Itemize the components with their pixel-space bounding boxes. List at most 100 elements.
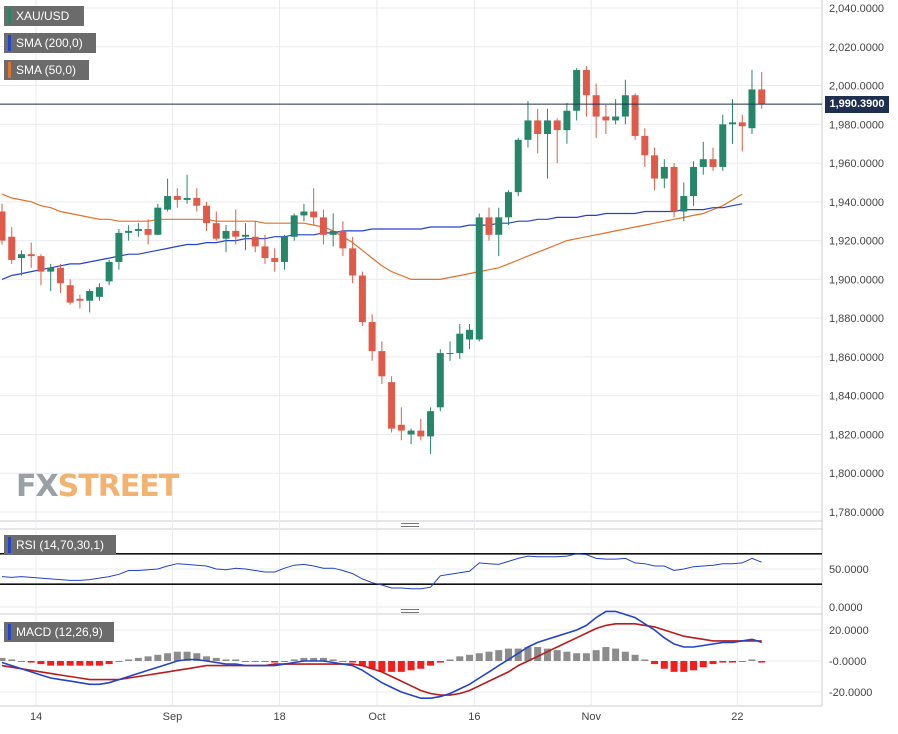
- candle-body: [514, 139, 522, 193]
- macd-histogram-bar: [339, 661, 347, 662]
- price-panel: [0, 66, 822, 454]
- macd-histogram-bar: [388, 661, 396, 672]
- candle-body: [66, 285, 74, 303]
- candle-body: [690, 166, 698, 197]
- candle-body: [699, 159, 707, 167]
- macd-histogram-bar: [407, 661, 415, 671]
- candle-body: [27, 254, 35, 257]
- candle-body: [602, 116, 610, 121]
- macd-histogram-bar: [349, 661, 357, 663]
- macd-histogram-bar: [680, 661, 688, 672]
- candle-body: [446, 353, 454, 355]
- candle-body: [397, 424, 405, 431]
- macd-histogram-bar: [709, 661, 717, 665]
- price-axis-tick-label: 1,880.0000: [829, 313, 884, 325]
- legend-symbol[interactable]: XAU/USD: [4, 6, 84, 26]
- macd-histogram-bar: [719, 661, 727, 663]
- candle-body: [76, 298, 84, 301]
- candle-body: [631, 95, 639, 136]
- candle-body: [748, 89, 756, 129]
- macd-histogram-bar: [738, 661, 746, 662]
- candle-body: [144, 228, 152, 235]
- macd-histogram-bar: [319, 657, 327, 661]
- candle-body: [670, 166, 678, 212]
- macd-histogram-bar: [641, 659, 649, 661]
- macd-histogram-bar: [300, 657, 308, 661]
- candle-body: [349, 248, 357, 276]
- macd-histogram-bar: [261, 661, 269, 662]
- candle-body: [758, 89, 766, 105]
- macd-histogram-bar: [748, 659, 756, 661]
- candle-body: [592, 95, 600, 117]
- macd-histogram-bar: [310, 657, 318, 661]
- candle-body: [475, 217, 483, 340]
- macd-histogram-bar: [485, 651, 493, 661]
- candle-body: [251, 236, 259, 247]
- candle-body: [534, 120, 542, 134]
- price-axis-tick-label: 1,840.0000: [829, 391, 884, 403]
- macd-histogram-bar: [397, 661, 405, 672]
- macd-histogram-bar: [699, 661, 707, 668]
- legend-sma50-label: SMA (50,0): [16, 63, 77, 77]
- legend-macd[interactable]: MACD (12,26,9): [4, 622, 114, 642]
- legend-sma50[interactable]: SMA (50,0): [4, 60, 89, 80]
- candle-body: [524, 120, 532, 140]
- macd-histogram-bar: [436, 661, 444, 663]
- macd-histogram-bar: [621, 651, 629, 661]
- macd-histogram-bar: [222, 659, 230, 661]
- candle-body: [378, 351, 386, 377]
- candle-body: [339, 230, 347, 249]
- candle-body: [621, 95, 629, 117]
- candle-body: [183, 197, 191, 200]
- candle-body: [47, 267, 55, 272]
- legend-sma50-swatch: [8, 62, 11, 78]
- rsi-line: [1, 553, 762, 590]
- macd-histogram-bar: [670, 661, 678, 672]
- candle-body: [417, 430, 425, 437]
- macd-histogram-bar: [563, 651, 571, 661]
- candle-body: [573, 70, 581, 111]
- macd-line: [1, 610, 762, 699]
- current-price-tag: 1,990.3900: [825, 96, 889, 113]
- legend-sma200[interactable]: SMA (200,0): [4, 33, 96, 53]
- candle-body: [134, 228, 142, 231]
- candle-body: [154, 207, 162, 235]
- macd-histogram-bar: [251, 661, 259, 662]
- candle-body: [358, 275, 366, 323]
- x-axis-tick-label: 18: [273, 711, 285, 723]
- macd-histogram-bar: [0, 657, 6, 661]
- macd-histogram-bar: [758, 661, 766, 663]
- legend-macd-label: MACD (12,26,9): [16, 625, 103, 639]
- macd-axis-tick-label: -20.0000: [829, 687, 872, 699]
- macd-histogram-bar: [582, 653, 590, 661]
- candle-body: [680, 196, 688, 212]
- candle-body: [212, 223, 220, 239]
- legend-rsi-label: RSI (14,70,30,1): [16, 538, 105, 552]
- candle-body: [203, 205, 211, 224]
- macd-histogram-bar: [514, 648, 522, 661]
- candle-body: [319, 217, 327, 235]
- candle-body: [543, 120, 551, 134]
- macd-histogram-bar: [534, 647, 542, 661]
- macd-histogram-bar: [115, 661, 123, 662]
- macd-histogram-bar: [212, 657, 220, 661]
- legend-rsi[interactable]: RSI (14,70,30,1): [4, 535, 116, 555]
- x-axis-tick-label: Nov: [581, 711, 601, 723]
- legend-macd-swatch: [8, 624, 11, 640]
- candle-body: [436, 353, 444, 408]
- candle-body: [407, 430, 415, 435]
- macd-histogram-bar: [27, 661, 35, 663]
- sma50-line: [1, 193, 743, 280]
- candle-body: [563, 110, 571, 131]
- price-axis-tick-label: 2,020.0000: [829, 42, 884, 54]
- candle-body: [232, 230, 240, 237]
- macd-histogram-bar: [76, 661, 84, 666]
- macd-axis-tick-label: 20.0000: [829, 625, 869, 637]
- candle-body: [280, 236, 288, 262]
- candle-body: [466, 329, 474, 340]
- candle-body: [222, 230, 230, 239]
- candle-body: [17, 254, 25, 259]
- macd-histogram-bar: [290, 659, 298, 661]
